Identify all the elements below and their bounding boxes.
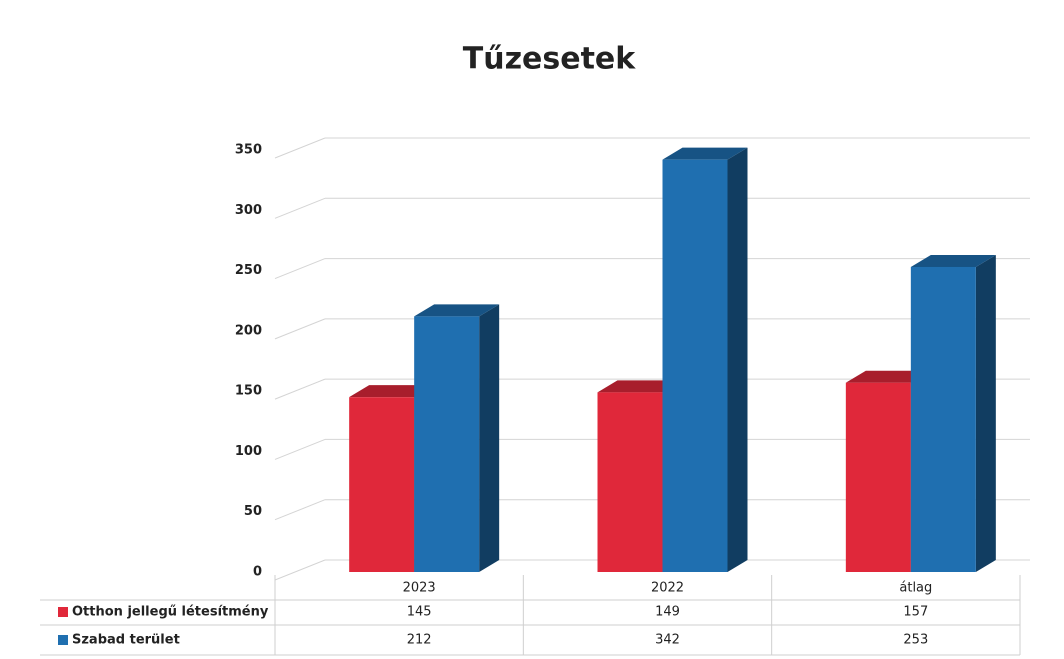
bar-top: [414, 304, 500, 317]
bar: [910, 266, 976, 572]
y-tick-label: 250: [235, 263, 262, 278]
grid-line: [274, 499, 326, 521]
legend-label: Otthon jellegű létesítmény: [72, 605, 269, 620]
bar: [349, 397, 415, 572]
legend-label: Szabad terület: [72, 633, 180, 648]
x-tick-label: 2022: [651, 581, 684, 596]
grid-line: [274, 318, 326, 340]
grid-line: [274, 197, 326, 219]
bar: [845, 382, 911, 572]
bar: [597, 392, 663, 572]
bar-top: [662, 147, 748, 160]
y-tick-label: 200: [235, 323, 262, 338]
grid-line: [274, 258, 326, 280]
bar-side: [975, 254, 996, 572]
y-tick-label: 0: [253, 565, 262, 580]
legend-key: [58, 607, 68, 617]
bar-top: [845, 370, 931, 383]
bar: [662, 159, 728, 572]
table-value: 149: [655, 605, 680, 620]
grid-line: [274, 438, 326, 460]
table-value: 342: [655, 633, 680, 648]
grid-line: [274, 559, 326, 581]
y-tick-label: 300: [235, 203, 262, 218]
table-value: 157: [903, 605, 928, 620]
bar: [414, 316, 480, 572]
y-tick-label: 50: [244, 504, 262, 519]
y-tick-label: 100: [235, 444, 262, 459]
table-value: 212: [407, 633, 432, 648]
grid-line: [274, 378, 326, 400]
grid-line: [274, 137, 326, 159]
bar-side: [479, 304, 500, 572]
x-tick-label: 2023: [403, 581, 436, 596]
x-tick-label: átlag: [899, 581, 932, 596]
table-value: 253: [903, 633, 928, 648]
bar-side: [727, 147, 748, 572]
y-tick-label: 150: [235, 384, 262, 399]
bar-top: [597, 380, 683, 393]
table-value: 145: [407, 605, 432, 620]
y-tick-label: 350: [235, 143, 262, 158]
bar-top: [910, 254, 996, 267]
chart-title: Tűzesetek: [463, 42, 637, 77]
legend-key: [58, 635, 68, 645]
bar-top: [349, 385, 435, 398]
